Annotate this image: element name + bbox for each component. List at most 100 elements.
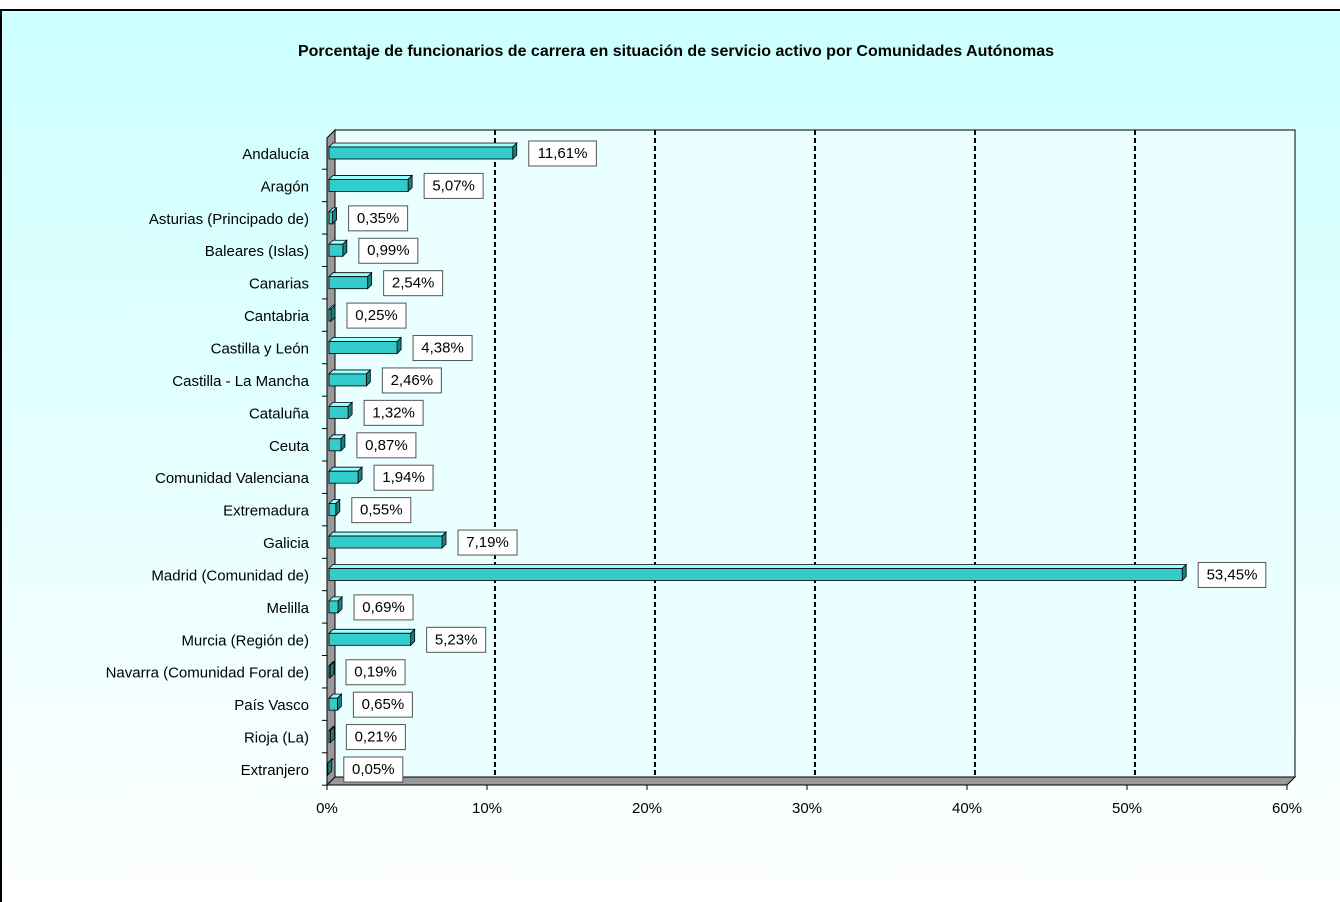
value-label-box [352, 691, 413, 718]
value-label-box [353, 594, 414, 621]
bar-side [327, 758, 333, 776]
value-label-box [457, 529, 518, 556]
value-label-box [351, 497, 412, 524]
y-tick-label: Cataluña [249, 405, 310, 422]
bar [328, 308, 332, 322]
value-label: 0,21% [355, 729, 398, 746]
y-tick-label: Rioja (La) [244, 730, 309, 747]
value-label: 0,25% [355, 307, 398, 324]
y-tick-label: Ceuta [269, 438, 310, 455]
bar [328, 211, 333, 225]
value-label: 0,65% [362, 696, 405, 713]
bar-top [328, 628, 416, 634]
bar [328, 730, 331, 743]
y-tick-label: Extremadura [223, 503, 310, 520]
bar [328, 405, 349, 419]
value-label: 0,05% [352, 761, 395, 778]
bar-top [328, 466, 364, 472]
value-label-box [426, 626, 487, 653]
x-tick-label: 30% [792, 800, 822, 817]
x-tick-label: 40% [952, 800, 982, 817]
y-tick-label: Castilla y León [211, 340, 309, 357]
value-label-box [345, 659, 406, 686]
bar [328, 632, 412, 646]
bar [328, 697, 338, 711]
y-tick-label: Galicia [263, 535, 310, 552]
value-label: 0,87% [365, 437, 408, 454]
y-tick-label: Cantabria [244, 308, 310, 325]
y-tick-label: Murcia (Región de) [181, 632, 309, 649]
value-label-box [528, 140, 597, 167]
y-tick-label: Extranjero [241, 762, 309, 779]
value-label: 0,19% [354, 664, 397, 681]
bar [328, 438, 342, 452]
value-label-box [345, 724, 406, 751]
value-label: 7,19% [466, 534, 509, 551]
side-wall [326, 128, 336, 787]
y-tick-label: Andalucía [242, 146, 309, 163]
y-tick-label: Canarias [249, 276, 309, 293]
bar [328, 470, 359, 484]
y-tick-label: Aragón [261, 178, 309, 195]
value-label: 1,32% [372, 404, 415, 421]
value-label-box [358, 237, 419, 264]
y-tick-label: Asturias (Principado de) [149, 211, 309, 228]
x-tick-label: 50% [1112, 800, 1142, 817]
value-label-box [348, 205, 409, 232]
value-label-box [383, 270, 444, 297]
value-label: 2,46% [391, 372, 434, 389]
value-label: 1,94% [382, 469, 425, 486]
value-label: 0,35% [357, 210, 400, 227]
bar [328, 535, 443, 549]
bar [328, 276, 369, 290]
value-label-box [343, 756, 404, 783]
value-label-box [373, 464, 434, 491]
bar-top [328, 564, 1188, 569]
value-label: 0,69% [362, 599, 405, 616]
bar-top [328, 337, 403, 342]
y-tick-label: Navarra (Comunidad Foral de) [106, 665, 309, 682]
value-label-box [381, 367, 442, 394]
bar-top [328, 272, 373, 278]
value-label: 4,38% [421, 339, 464, 356]
value-label: 2,54% [392, 275, 435, 292]
bar [328, 341, 398, 354]
bar-top [328, 175, 414, 180]
y-tick-label: Madrid (Comunidad de) [151, 567, 309, 584]
bar [328, 665, 331, 679]
value-label: 5,07% [432, 177, 475, 194]
y-tick-label: Comunidad Valenciana [155, 470, 310, 487]
chart-title: Porcentaje de funcionarios de carrera en… [298, 43, 1054, 60]
bar [328, 146, 514, 160]
bar [328, 179, 409, 192]
bar [328, 373, 367, 387]
x-tick-label: 60% [1272, 800, 1302, 817]
bar-top [328, 369, 372, 375]
y-tick-label: País Vasco [234, 697, 309, 714]
bar [328, 503, 337, 517]
value-label-box [363, 399, 424, 426]
floor [325, 776, 1297, 786]
value-label-box [1197, 561, 1267, 588]
bar [328, 568, 1183, 581]
value-label: 53,45% [1207, 566, 1258, 583]
bar [328, 600, 339, 614]
x-tick-label: 10% [472, 800, 502, 817]
value-label-box [423, 172, 484, 199]
value-label: 0,99% [367, 242, 410, 259]
value-label-box [346, 302, 407, 329]
y-tick-label: Melilla [266, 600, 309, 617]
bar-top [328, 142, 518, 148]
x-tick-label: 20% [632, 800, 662, 817]
value-label-box [412, 335, 473, 362]
value-label: 5,23% [435, 631, 478, 648]
bar [328, 243, 344, 257]
value-label-box [356, 432, 417, 459]
value-label: 0,55% [360, 502, 403, 519]
y-tick-label: Castilla - La Mancha [172, 373, 309, 390]
y-tick-label: Baleares (Islas) [205, 243, 309, 260]
value-label: 11,61% [538, 145, 588, 162]
bar-top [328, 531, 448, 537]
x-tick-label: 0% [316, 800, 338, 817]
